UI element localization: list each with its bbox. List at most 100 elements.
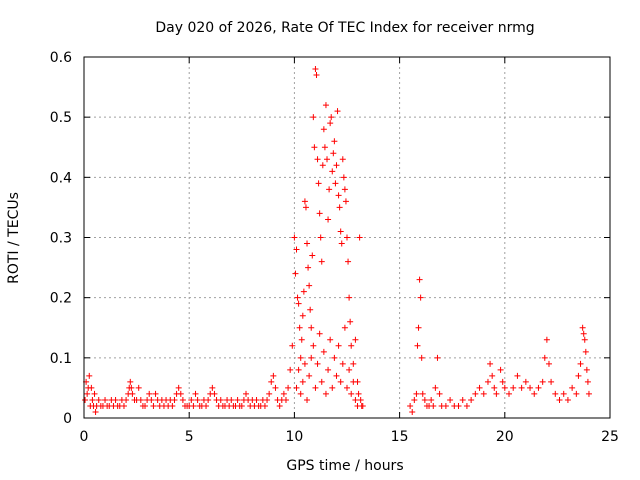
data-point: [348, 390, 355, 397]
data-point: [238, 402, 245, 409]
data-point: [146, 390, 153, 397]
data-point: [455, 402, 462, 409]
data-point: [295, 366, 302, 373]
data-point: [142, 402, 149, 409]
data-point: [331, 354, 338, 361]
data-point: [84, 390, 91, 397]
data-point: [175, 384, 182, 391]
data-point: [416, 276, 423, 283]
data-point: [188, 396, 195, 403]
data-point: [564, 396, 571, 403]
y-tick-label: 0: [63, 411, 72, 427]
data-point: [514, 372, 521, 379]
y-tick-label: 0.6: [50, 50, 72, 66]
data-point: [89, 396, 96, 403]
data-point: [297, 390, 304, 397]
data-point: [573, 390, 580, 397]
data-point: [304, 240, 311, 247]
data-point: [335, 342, 342, 349]
x-tick-label: 0: [80, 429, 89, 445]
data-point: [112, 396, 119, 403]
data-point: [541, 354, 548, 361]
data-point: [518, 384, 525, 391]
data-point: [357, 396, 364, 403]
data-point: [350, 360, 357, 367]
data-point: [345, 258, 352, 265]
data-point: [312, 66, 319, 73]
data-point: [304, 396, 311, 403]
data-point: [299, 312, 306, 319]
data-point: [341, 324, 348, 331]
data-point: [264, 396, 271, 403]
data-point: [120, 402, 127, 409]
data-point: [583, 366, 590, 373]
data-point: [556, 396, 563, 403]
data-point: [355, 390, 362, 397]
data-point: [169, 402, 176, 409]
y-tick-label: 0.4: [50, 170, 72, 186]
data-point: [350, 378, 357, 385]
data-point: [340, 174, 347, 181]
x-axis-ticks: 0 5 10 15 20 25: [80, 57, 619, 445]
data-point: [510, 384, 517, 391]
data-point: [308, 354, 315, 361]
data-point: [211, 390, 218, 397]
data-point: [325, 366, 332, 373]
data-point: [447, 396, 454, 403]
data-points: [82, 66, 592, 415]
data-point: [205, 396, 212, 403]
data-point: [339, 360, 346, 367]
data-point: [179, 396, 186, 403]
data-point: [298, 336, 305, 343]
data-point: [92, 408, 99, 415]
data-point: [333, 372, 340, 379]
data-point: [577, 360, 584, 367]
data-point: [535, 384, 542, 391]
data-point: [472, 390, 479, 397]
data-point: [338, 240, 345, 247]
data-point: [308, 324, 315, 331]
grid-lines: [84, 57, 610, 418]
data-point: [324, 156, 331, 163]
data-point: [320, 126, 327, 133]
data-point: [306, 282, 313, 289]
data-point: [253, 396, 260, 403]
data-point: [177, 390, 184, 397]
y-tick-label: 0.3: [50, 231, 72, 247]
data-point: [280, 390, 287, 397]
data-point: [432, 384, 439, 391]
data-point: [194, 396, 201, 403]
data-point: [459, 396, 466, 403]
data-point: [418, 354, 425, 361]
data-point: [289, 342, 296, 349]
data-point: [344, 384, 350, 391]
data-point: [330, 150, 337, 157]
data-point: [339, 156, 346, 163]
data-point: [128, 384, 135, 391]
data-point: [150, 402, 157, 409]
data-point: [86, 372, 93, 379]
data-point: [480, 390, 487, 397]
data-point: [209, 384, 216, 391]
data-point: [484, 378, 491, 385]
data-point: [497, 366, 504, 373]
data-point: [499, 378, 506, 385]
data-point: [476, 384, 483, 391]
data-point: [348, 342, 355, 349]
data-point: [531, 390, 538, 397]
data-point: [318, 378, 325, 385]
data-point: [293, 246, 300, 253]
x-tick-label: 25: [601, 429, 619, 445]
data-point: [560, 390, 567, 397]
data-point: [307, 306, 314, 313]
data-point: [501, 384, 508, 391]
data-point: [326, 186, 333, 193]
data-point: [337, 228, 344, 235]
data-point: [309, 252, 316, 259]
y-axis-label: ROTI / TECUs: [6, 192, 22, 284]
data-point: [584, 378, 591, 385]
data-point: [322, 390, 329, 397]
data-point: [295, 300, 302, 307]
data-point: [137, 396, 144, 403]
data-point: [320, 348, 327, 355]
